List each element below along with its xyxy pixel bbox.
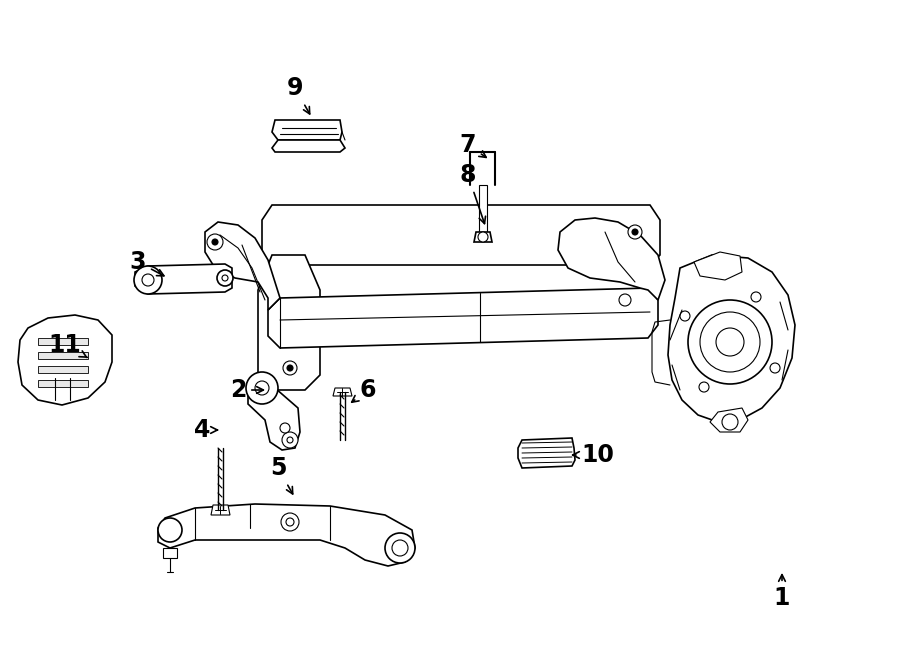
Polygon shape: [248, 388, 300, 450]
Polygon shape: [38, 352, 88, 359]
Circle shape: [222, 275, 228, 281]
Polygon shape: [258, 255, 320, 390]
Circle shape: [385, 533, 415, 563]
Circle shape: [619, 294, 631, 306]
Text: 1: 1: [774, 574, 790, 610]
Polygon shape: [710, 408, 748, 432]
Polygon shape: [272, 120, 342, 140]
Polygon shape: [38, 366, 88, 373]
Text: 11: 11: [49, 333, 87, 358]
Polygon shape: [205, 222, 280, 310]
Polygon shape: [474, 232, 492, 242]
Circle shape: [688, 300, 772, 384]
Circle shape: [286, 518, 294, 526]
Polygon shape: [479, 185, 487, 232]
Polygon shape: [262, 205, 660, 265]
Circle shape: [680, 311, 690, 321]
Circle shape: [287, 365, 293, 371]
Text: 8: 8: [460, 163, 485, 223]
Circle shape: [280, 423, 290, 433]
Circle shape: [246, 372, 278, 404]
Polygon shape: [272, 140, 345, 152]
Circle shape: [255, 381, 269, 395]
Polygon shape: [558, 218, 665, 300]
Text: 3: 3: [130, 250, 164, 276]
Circle shape: [716, 328, 744, 356]
Text: 9: 9: [287, 76, 310, 114]
Polygon shape: [518, 438, 575, 468]
Polygon shape: [163, 548, 177, 558]
Circle shape: [282, 432, 298, 448]
Circle shape: [287, 437, 293, 443]
Polygon shape: [18, 315, 112, 405]
Circle shape: [722, 414, 738, 430]
Circle shape: [700, 312, 760, 372]
Circle shape: [281, 513, 299, 531]
Text: 7: 7: [460, 133, 486, 157]
Polygon shape: [158, 504, 415, 566]
Polygon shape: [135, 264, 232, 294]
Polygon shape: [211, 505, 230, 515]
Circle shape: [751, 292, 761, 302]
Polygon shape: [268, 288, 658, 348]
Circle shape: [392, 540, 408, 556]
Circle shape: [699, 382, 709, 392]
Text: 2: 2: [230, 378, 264, 402]
Circle shape: [770, 363, 780, 373]
Circle shape: [134, 266, 162, 294]
Polygon shape: [38, 338, 88, 345]
Circle shape: [478, 232, 488, 242]
Circle shape: [283, 361, 297, 375]
Polygon shape: [38, 380, 88, 387]
Circle shape: [142, 274, 154, 286]
Text: 5: 5: [270, 456, 292, 494]
Text: 10: 10: [572, 443, 615, 467]
Circle shape: [207, 234, 223, 250]
Circle shape: [632, 229, 638, 235]
Circle shape: [217, 270, 233, 286]
Circle shape: [628, 225, 642, 239]
Text: 6: 6: [352, 378, 376, 402]
Polygon shape: [668, 255, 795, 422]
Polygon shape: [333, 388, 352, 396]
Circle shape: [158, 518, 182, 542]
Polygon shape: [694, 252, 742, 280]
Text: 4: 4: [194, 418, 218, 442]
Circle shape: [212, 239, 218, 245]
